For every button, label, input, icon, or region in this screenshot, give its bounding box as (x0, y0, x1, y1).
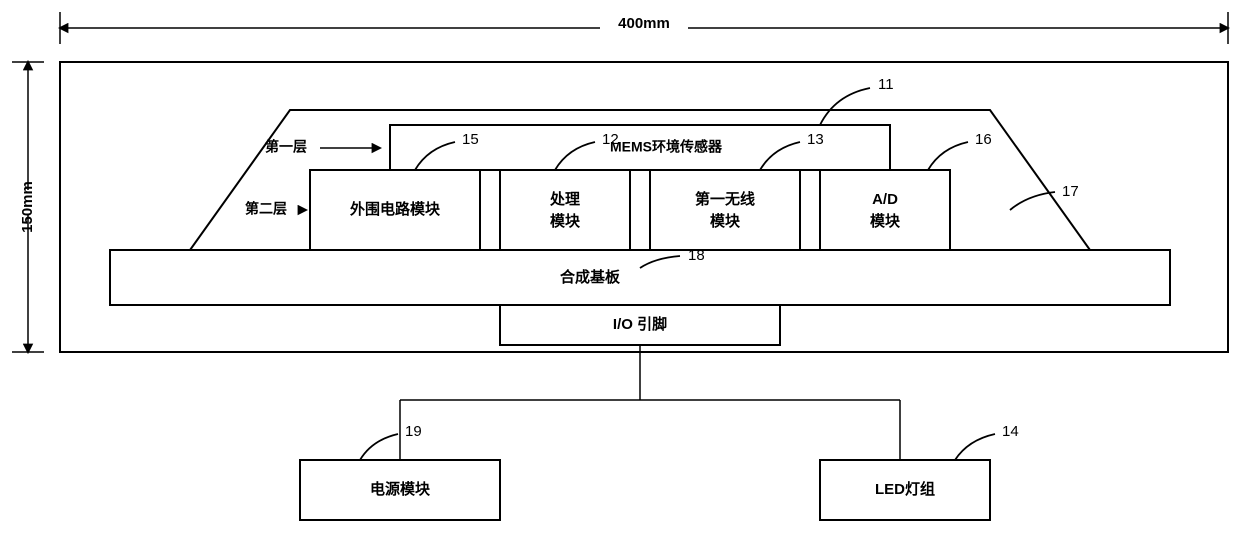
module-row: 外围电路模块 处理 模块 第一无线 模块 A/D 模块 (310, 170, 950, 250)
svg-text:第二层: 第二层 (245, 201, 287, 217)
module-peripheral-label: 外围电路模块 (349, 200, 441, 218)
svg-text:17: 17 (1062, 183, 1079, 200)
svg-text:14: 14 (1002, 423, 1019, 440)
svg-text:模块: 模块 (550, 212, 581, 230)
svg-text:第一无线: 第一无线 (695, 190, 755, 208)
io-label: I/O 引脚 (613, 316, 667, 333)
substrate (110, 250, 1170, 305)
svg-text:15: 15 (462, 131, 479, 148)
dim-width: 400mm (60, 12, 1228, 44)
substrate-label: 合成基板 (559, 268, 621, 286)
svg-text:19: 19 (405, 423, 422, 440)
module-wireless (650, 170, 800, 250)
svg-text:16: 16 (975, 131, 992, 148)
mems-label: MEMS环境传感器 (610, 139, 723, 155)
svg-text:第一层: 第一层 (265, 139, 307, 155)
svg-text:A/D: A/D (872, 191, 898, 208)
module-ad (820, 170, 950, 250)
dim-height: 150mm (4, 62, 52, 352)
svg-text:模块: 模块 (870, 212, 901, 230)
svg-text:模块: 模块 (710, 212, 741, 230)
dim-height-label: 150mm (19, 181, 36, 233)
dim-width-label: 400mm (618, 15, 670, 32)
svg-text:13: 13 (807, 131, 824, 148)
svg-text:11: 11 (878, 76, 894, 93)
svg-text:12: 12 (602, 131, 619, 148)
connectors (400, 345, 900, 460)
power-label: 电源模块 (370, 480, 431, 498)
module-processing (500, 170, 630, 250)
svg-text:18: 18 (688, 247, 705, 264)
led-label: LED灯组 (875, 480, 935, 498)
svg-text:处理: 处理 (549, 190, 580, 208)
